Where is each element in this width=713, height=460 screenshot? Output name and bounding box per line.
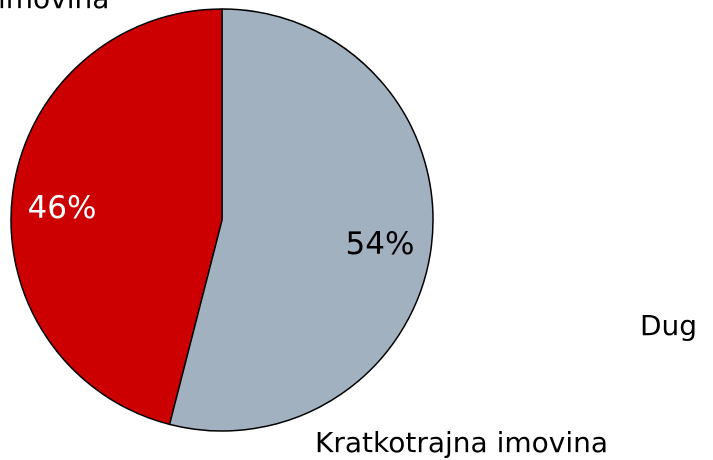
value-label: 54%	[346, 226, 415, 262]
category-label: Kratkotrajna imovina	[315, 426, 608, 459]
value-label: 46%	[28, 190, 97, 226]
pie-slice	[10, 8, 223, 426]
pie-slice	[168, 8, 434, 432]
annotation: Dug	[640, 309, 697, 342]
annotation: imovina	[0, 0, 109, 15]
